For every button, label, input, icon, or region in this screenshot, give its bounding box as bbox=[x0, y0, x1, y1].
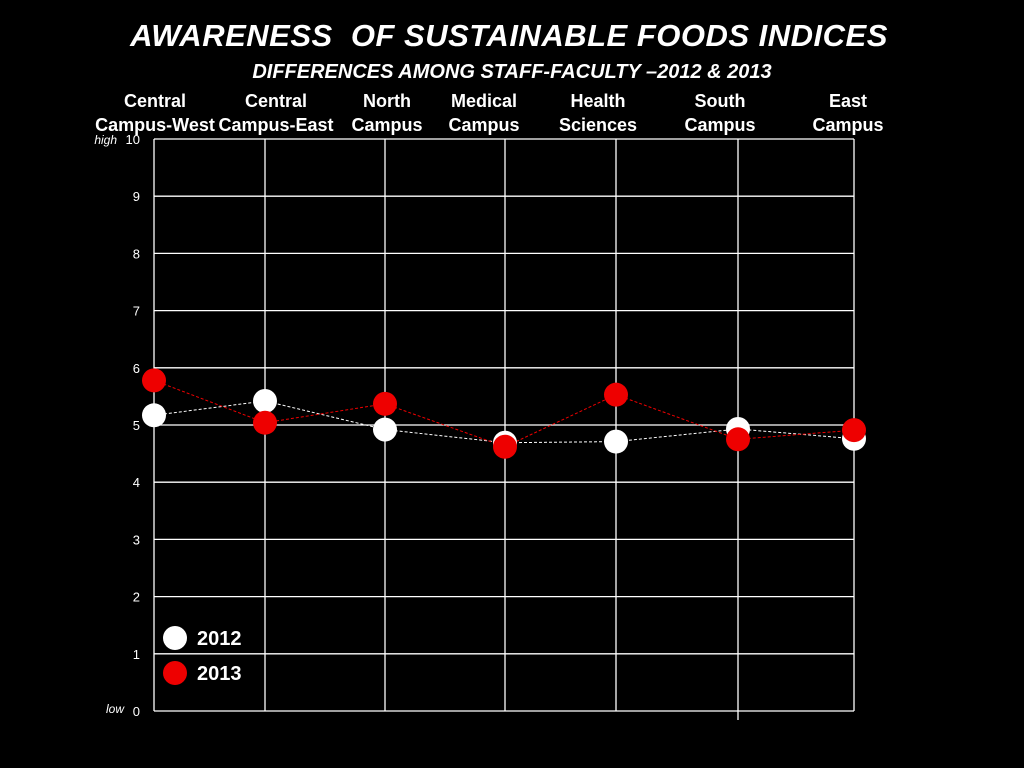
data-point-2013 bbox=[842, 418, 866, 443]
chart-subtitle: DIFFERENCES AMONG STAFF-FACULTY –2012 & … bbox=[252, 61, 772, 83]
category-label: Medical bbox=[451, 91, 517, 111]
y-axis: 0 1 2 3 4 5 6 7 8 9 10 high low bbox=[94, 132, 140, 719]
category-label: Sciences bbox=[559, 115, 637, 135]
category-label: Campus bbox=[351, 115, 422, 135]
y-tick-label: 1 bbox=[133, 647, 140, 662]
y-tick-label: 6 bbox=[133, 361, 140, 376]
legend-label-2013: 2013 bbox=[197, 663, 242, 685]
category-label: North bbox=[363, 91, 411, 111]
y-tick-label: 0 bbox=[133, 704, 140, 719]
y-tick-label: 9 bbox=[133, 189, 140, 204]
legend-marker-2013 bbox=[163, 661, 187, 685]
y-high-label: high bbox=[94, 133, 117, 147]
data-point-2013 bbox=[493, 434, 517, 459]
category-label: Central bbox=[245, 91, 307, 111]
data-point-2012 bbox=[142, 403, 166, 428]
data-point-2013 bbox=[726, 427, 750, 452]
category-label: Central bbox=[124, 91, 186, 111]
legend-label-2012: 2012 bbox=[197, 628, 242, 650]
y-low-label: low bbox=[106, 702, 125, 716]
legend-marker-2012 bbox=[163, 626, 187, 650]
data-point-2013 bbox=[253, 410, 277, 435]
category-label: South bbox=[695, 91, 746, 111]
x-axis: Central Campus-West Central Campus-East Nort… bbox=[95, 91, 883, 135]
chart-title: AWARENESS OF SUSTAINABLE FOODS INDICES bbox=[130, 18, 888, 53]
y-tick-label: 7 bbox=[133, 304, 140, 319]
category-label: Campus bbox=[448, 115, 519, 135]
category-label: East bbox=[829, 91, 867, 111]
category-label: Health bbox=[570, 91, 625, 111]
data-point-2012 bbox=[253, 388, 277, 413]
data-point-2012 bbox=[604, 429, 628, 454]
data-point-2013 bbox=[373, 391, 397, 416]
y-tick-label: 3 bbox=[133, 532, 140, 547]
category-label: Campus bbox=[812, 115, 883, 135]
legend: 2012 2013 bbox=[163, 626, 242, 685]
data-point-2013 bbox=[142, 368, 166, 393]
y-tick-label: 4 bbox=[133, 475, 140, 490]
y-tick-label: 5 bbox=[133, 418, 140, 433]
category-label: Campus-West bbox=[95, 115, 215, 135]
category-label: Campus bbox=[684, 115, 755, 135]
data-point-2012 bbox=[373, 417, 397, 442]
data-point-2013 bbox=[604, 382, 628, 407]
y-tick-label: 2 bbox=[133, 590, 140, 605]
y-tick-label: 10 bbox=[126, 132, 140, 147]
y-tick-label: 8 bbox=[133, 246, 140, 261]
data-points bbox=[142, 368, 866, 459]
category-label: Campus-East bbox=[218, 115, 333, 135]
